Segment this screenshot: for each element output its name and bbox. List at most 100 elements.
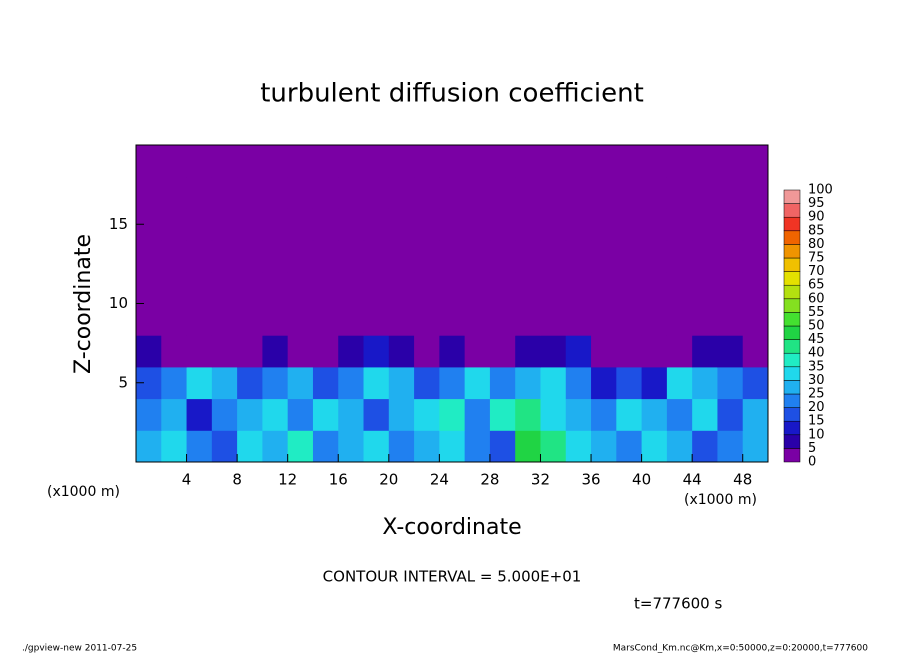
heat-cell [666, 145, 693, 178]
heat-cell [515, 303, 541, 336]
colorbar-label: 50 [808, 319, 825, 334]
heat-cell [666, 335, 693, 368]
heat-cell [237, 176, 263, 209]
heat-cell [692, 145, 718, 178]
heat-cell [439, 240, 466, 273]
heat-cell [363, 430, 390, 463]
footer-right: MarsCond_Km.nc@Km,x=0:50000,z=0:20000,t=… [613, 644, 868, 654]
heat-cell [161, 240, 188, 273]
colorbar-label: 95 [808, 196, 825, 211]
heat-cell [489, 271, 516, 304]
heat-cell [591, 145, 617, 178]
colorbar-label: 5 [808, 441, 816, 456]
heat-cell [692, 271, 718, 304]
heat-cell [742, 366, 769, 400]
heat-cell [464, 335, 491, 368]
heat-cell [414, 176, 440, 209]
colorbar-label: 25 [808, 387, 825, 402]
heat-cell [338, 240, 365, 273]
heat-cell [186, 303, 213, 336]
colorbar-label: 90 [808, 210, 825, 225]
heat-cell [515, 398, 541, 431]
heat-cell [464, 208, 491, 241]
heat-cell [742, 430, 769, 463]
heat-cell [692, 240, 718, 273]
heat-cell [338, 398, 365, 431]
colorbar-label: 70 [808, 264, 825, 279]
heat-cell [641, 145, 668, 178]
colorbar-segment [783, 271, 801, 286]
heat-cell [641, 208, 668, 241]
heat-cell [338, 430, 365, 463]
heat-cell [363, 398, 390, 431]
colorbar-label: 10 [808, 427, 825, 442]
heat-cell [161, 176, 188, 209]
heat-cell [464, 430, 491, 463]
heat-cell [464, 398, 491, 431]
heat-cell [287, 145, 314, 178]
heat-cell [363, 271, 390, 304]
heat-cell [363, 366, 390, 400]
heat-cell [540, 271, 567, 304]
heat-cell [565, 303, 592, 336]
heat-cell [312, 145, 339, 178]
heat-cell [565, 335, 592, 368]
heat-cell [540, 430, 567, 463]
footer-left: ./gpview-new 2011-07-25 [22, 644, 137, 654]
chart-title: turbulent diffusion coefficient [260, 79, 644, 109]
heat-cell [388, 176, 415, 209]
heat-cell [616, 240, 643, 273]
heat-cell [388, 398, 415, 431]
heat-cell [641, 176, 668, 209]
heat-cell [742, 303, 769, 336]
colorbar-label: 100 [808, 183, 833, 198]
heat-cell [161, 430, 188, 463]
heat-cell [414, 366, 440, 400]
colorbar-segment [783, 230, 801, 245]
heat-cell [717, 176, 744, 209]
heat-cell [565, 176, 592, 209]
heat-cell [692, 366, 718, 400]
heat-cell [186, 208, 213, 241]
heat-cell [262, 271, 289, 304]
heat-cell [338, 303, 365, 336]
heat-cell [439, 145, 466, 178]
heat-cell [489, 335, 516, 368]
heat-cell [616, 398, 643, 431]
heat-cell [186, 145, 213, 178]
heat-cell [312, 176, 339, 209]
heat-cell [464, 145, 491, 178]
heat-cell [742, 398, 769, 431]
heat-cell [439, 366, 466, 400]
heat-cell [515, 176, 541, 209]
x-tick-label: 48 [733, 471, 752, 489]
heat-cell [540, 335, 567, 368]
heat-cell [414, 303, 440, 336]
x-tick-label: 8 [232, 471, 242, 489]
heat-cell [186, 398, 213, 431]
heat-cell [540, 240, 567, 273]
y-tick-label: 15 [109, 215, 128, 233]
heat-cell [591, 240, 617, 273]
heat-cell [312, 366, 339, 400]
heat-cell [641, 303, 668, 336]
heat-cell [338, 145, 365, 178]
heat-cell [363, 208, 390, 241]
heat-cell [717, 398, 744, 431]
colorbar-label: 45 [808, 332, 825, 347]
heat-cell [515, 335, 541, 368]
heat-cell [388, 240, 415, 273]
heat-cell [161, 398, 188, 431]
heat-cell [591, 398, 617, 431]
colorbar-label: 0 [808, 455, 816, 470]
heat-cell [363, 145, 390, 178]
heat-cell [186, 430, 213, 463]
heat-cell [161, 335, 188, 368]
heat-cell [211, 366, 238, 400]
heat-cell [136, 240, 162, 273]
x-tick-label: 4 [182, 471, 192, 489]
heat-cell [161, 303, 188, 336]
heat-cell [692, 398, 718, 431]
heat-cell [591, 303, 617, 336]
heat-cell [338, 208, 365, 241]
